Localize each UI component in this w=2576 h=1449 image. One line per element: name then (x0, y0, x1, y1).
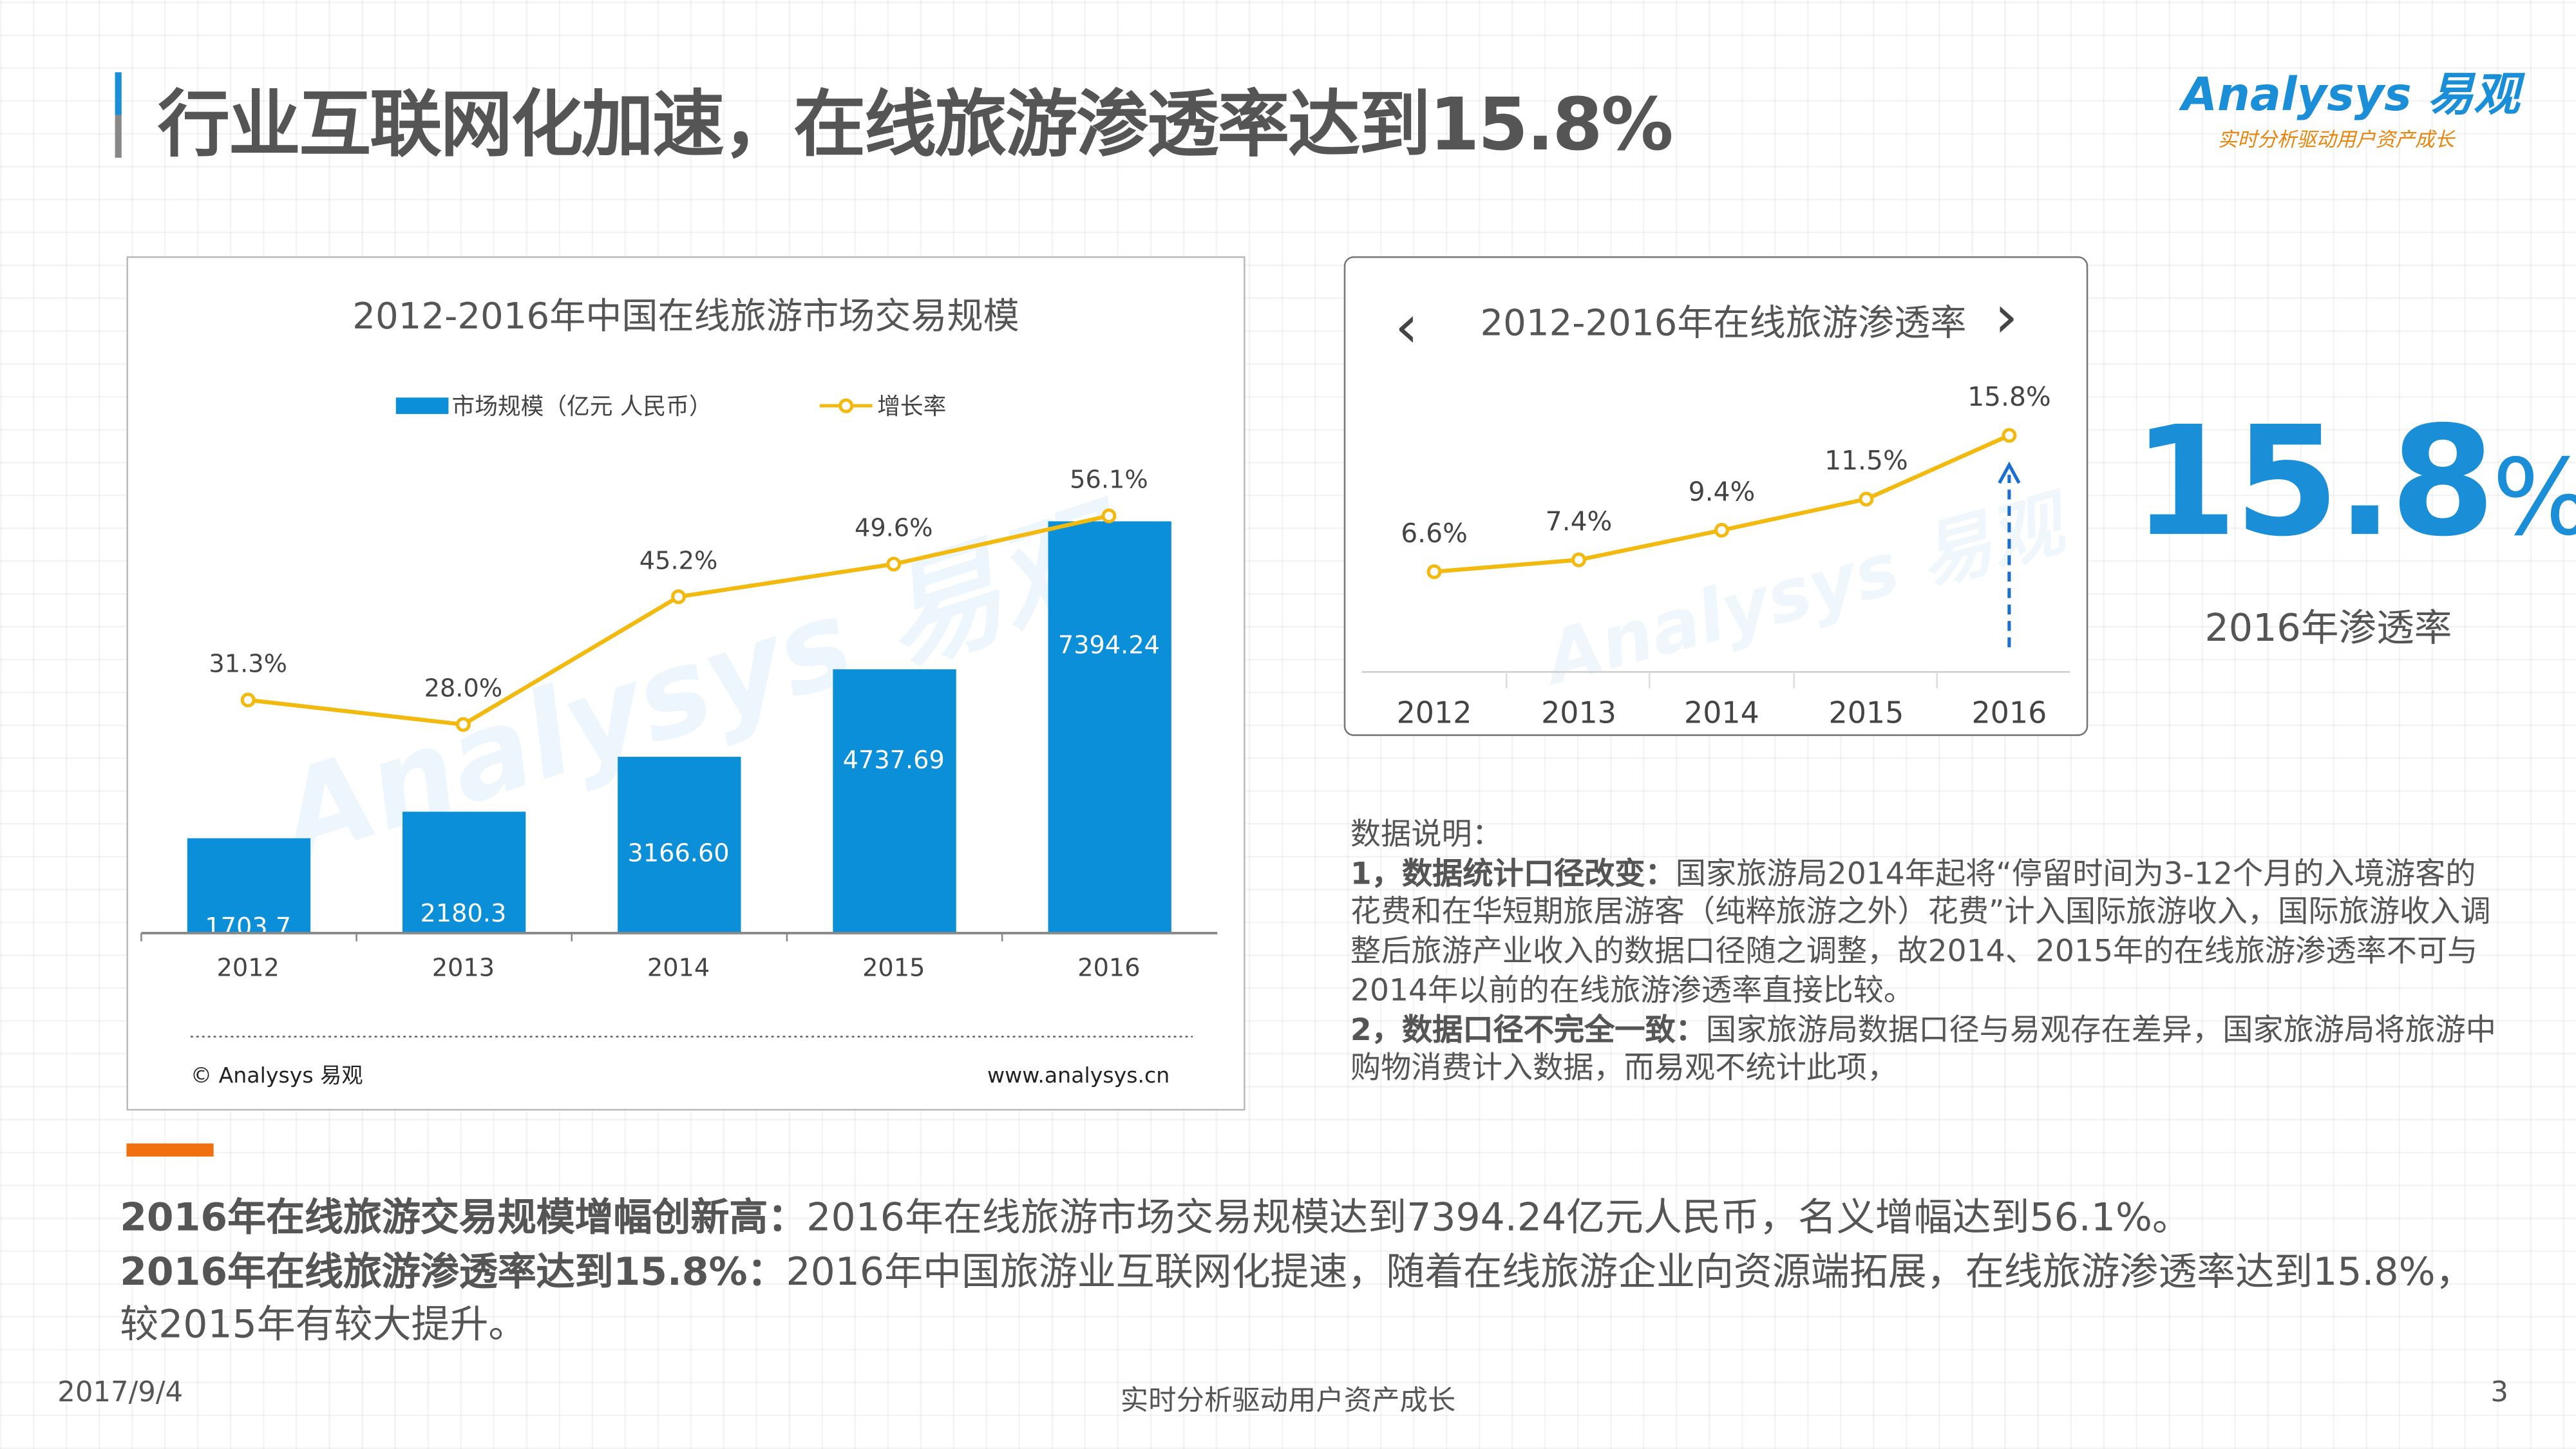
note-text: 国家旅游局2014年起将“停留时间为3-12个月的入境游客的花费和在华短期旅居游… (1350, 857, 2491, 1009)
bar-label: 3166.60 (627, 839, 729, 868)
summary: 2016年在线旅游交易规模增幅创新高：2016年在线旅游市场交易规模达到7394… (120, 1191, 2510, 1351)
note-bold: 1，数据统计口径改变： (1350, 857, 1676, 892)
x-tick-label: 2012 (1397, 695, 1472, 730)
title-accent-bar (115, 72, 122, 158)
x-tick-label: 2014 (1684, 695, 1759, 730)
note-bold: 2，数据口径不完全一致： (1350, 1012, 1706, 1048)
chart-title: 2012-2016年中国在线旅游市场交易规模 (352, 297, 1019, 339)
legend-bar-swatch (395, 397, 449, 414)
bar (833, 669, 956, 933)
legend-line-marker (838, 398, 854, 413)
logo-tagline: 实时分析驱动用户资产成长 (2217, 128, 2455, 151)
arrow-head-icon (1998, 461, 2021, 484)
penetration-point (1426, 564, 1442, 580)
penetration-label: 11.5% (1824, 445, 1908, 476)
growth-label: 49.6% (855, 514, 933, 543)
footer-date: 2017/9/4 (57, 1376, 184, 1410)
section-accent-bar (126, 1143, 214, 1157)
penetration-label: 6.6% (1401, 518, 1468, 549)
x-tick-label: 2016 (1077, 953, 1140, 982)
highlight-number: 15.8 (2132, 394, 2496, 571)
penetration-point (1859, 491, 1874, 507)
x-tick-label: 2015 (1829, 695, 1904, 730)
penetration-label: 9.4% (1689, 476, 1756, 507)
legend-bar-label: 市场规模（亿元 人民币） (452, 393, 712, 420)
penetration-point (1714, 522, 1729, 538)
notes-heading: 数据说明： (1350, 818, 1502, 853)
highlight-value: 15.8% (2132, 394, 2576, 570)
footer-tagline: 实时分析驱动用户资产成长 (1120, 1385, 1456, 1418)
next-chevron-icon[interactable]: › (1994, 284, 2018, 352)
source-right: www.analysys.cn (987, 1063, 1170, 1088)
note-item: 2，数据口径不完全一致：国家旅游局数据口径与易观存在差异，国家旅游局将旅游中购物… (1350, 1011, 2501, 1089)
prev-chevron-icon[interactable]: ‹ (1394, 294, 1419, 362)
penetration-label: 7.4% (1546, 506, 1613, 536)
bar-label: 1703.7 (205, 913, 291, 942)
x-tick-label: 2013 (1541, 695, 1616, 730)
logo: Analysys 易观 实时分析驱动用户资产成长 (2181, 59, 2520, 153)
penetration-point (2002, 428, 2017, 443)
summary-text: 2016年在线旅游市场交易规模达到7394.24亿元人民币，名义增幅达到56.1… (806, 1194, 2191, 1241)
page-number: 3 (2490, 1376, 2508, 1410)
growth-point (886, 556, 902, 572)
penetration-label: 15.8% (1967, 381, 2051, 412)
bar (187, 838, 311, 933)
bar-label: 2180.3 (420, 899, 506, 928)
growth-point (455, 717, 471, 732)
growth-label: 56.1% (1070, 466, 1148, 495)
growth-point (671, 589, 687, 605)
penetration-point (1571, 552, 1586, 567)
growth-point (1101, 508, 1117, 524)
x-tick-label: 2016 (1971, 695, 2047, 730)
growth-label: 31.3% (209, 650, 287, 679)
growth-point (240, 692, 256, 708)
summary-bold: 2016年在线旅游交易规模增幅创新高： (120, 1194, 807, 1241)
chart-title: 2012-2016年在线旅游渗透率 (1480, 303, 1967, 345)
bar-label: 7394.24 (1058, 630, 1160, 659)
highlight-unit: % (2492, 439, 2576, 560)
bar (402, 811, 526, 933)
note-item: 1，数据统计口径改变：国家旅游局2014年起将“停留时间为3-12个月的入境游客… (1350, 855, 2501, 1011)
note-text: 国家旅游局数据口径与易观存在差异，国家旅游局将旅游中购物消费计入数据，而易观不统… (1350, 1012, 2496, 1086)
bar-label: 4737.69 (843, 746, 945, 775)
data-notes: 数据说明： 1，数据统计口径改变：国家旅游局2014年起将“停留时间为3-12个… (1350, 817, 2501, 1089)
bar (618, 757, 741, 933)
highlight-caption: 2016年渗透率 (2204, 607, 2452, 651)
source-left: © Analysys 易观 (191, 1063, 363, 1088)
x-tick-label: 2012 (217, 953, 279, 982)
x-tick-label: 2014 (647, 953, 710, 982)
growth-label: 45.2% (639, 546, 718, 575)
summary-text: 2016年中国旅游业互联网化提速，随着在线旅游企业向资源端拓展，在线旅游渗透率达… (120, 1247, 2474, 1347)
x-tick-label: 2015 (862, 953, 925, 982)
x-tick-label: 2013 (432, 953, 495, 982)
legend-line-label: 增长率 (877, 393, 946, 420)
logo-text: Analysys 易观 (2181, 67, 2520, 122)
page-title: 行业互联网化加速，在线旅游渗透率达到15.8% (157, 84, 1674, 168)
growth-label: 28.0% (424, 674, 503, 703)
penetration-chart: ‹ 2012-2016年在线旅游渗透率 › Analysys 易观 2012 201… (1343, 256, 2088, 736)
market-size-chart: 2012-2016年中国在线旅游市场交易规模 市场规模（亿元 人民币） 增长率 An… (126, 256, 1245, 1111)
bar (1048, 521, 1171, 933)
summary-bold: 2016年在线旅游渗透率达到15.8%： (120, 1247, 786, 1294)
